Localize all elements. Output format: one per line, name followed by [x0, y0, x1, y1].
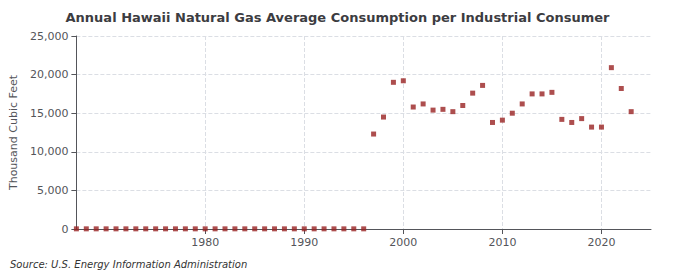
- svg-text:25,000: 25,000: [30, 30, 69, 43]
- svg-text:Annual Hawaii Natural Gas Aver: Annual Hawaii Natural Gas Average Consum…: [66, 10, 610, 25]
- svg-text:2010: 2010: [488, 236, 516, 249]
- svg-text:1990: 1990: [290, 236, 318, 249]
- svg-text:2020: 2020: [587, 236, 615, 249]
- svg-text:2000: 2000: [389, 236, 417, 249]
- svg-text:5,000: 5,000: [37, 184, 69, 197]
- svg-text:1980: 1980: [191, 236, 219, 249]
- svg-text:0: 0: [61, 223, 68, 236]
- svg-text:10,000: 10,000: [30, 145, 69, 158]
- svg-text:Thousand Cubic Feet: Thousand Cubic Feet: [7, 74, 20, 191]
- svg-text:20,000: 20,000: [30, 68, 69, 81]
- svg-text:Source: U.S. Energy Informatio: Source: U.S. Energy Information Administ…: [10, 259, 247, 270]
- svg-text:15,000: 15,000: [30, 107, 69, 120]
